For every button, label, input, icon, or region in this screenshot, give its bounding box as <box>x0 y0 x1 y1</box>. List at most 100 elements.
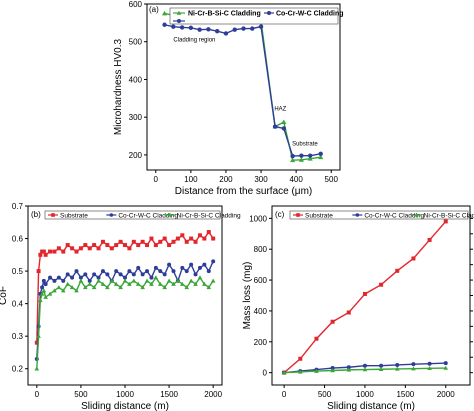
data-point <box>40 285 45 290</box>
legend-label: Ni-Cr-B-Si-C Cladding <box>177 212 241 219</box>
data-point <box>43 294 48 299</box>
data-point <box>171 239 176 244</box>
data-point <box>281 119 287 124</box>
x-axis-title: Sliding distance (m) <box>327 401 415 411</box>
data-point <box>443 365 449 370</box>
data-point <box>427 237 432 242</box>
x-tick-label: 500 <box>318 390 332 399</box>
data-point <box>87 281 93 286</box>
data-point <box>36 269 41 274</box>
data-point <box>211 259 216 264</box>
x-tick-label: 2000 <box>437 390 455 399</box>
data-point <box>114 269 119 274</box>
data-point <box>180 233 185 238</box>
data-point <box>171 269 176 274</box>
y-tick-label: 200 <box>254 338 268 347</box>
data-point <box>162 22 167 27</box>
data-point <box>60 288 66 293</box>
data-point <box>162 272 167 277</box>
data-point <box>318 151 323 156</box>
data-point <box>122 278 128 283</box>
data-point <box>171 24 176 29</box>
data-point <box>314 368 319 373</box>
data-point <box>140 285 145 290</box>
y-tick-label: 600 <box>129 0 143 9</box>
data-point <box>34 366 40 371</box>
data-point <box>362 291 367 296</box>
data-point <box>281 370 287 375</box>
data-point <box>395 268 400 273</box>
data-point <box>140 239 145 244</box>
data-point <box>41 249 46 254</box>
data-point <box>123 243 127 248</box>
data-point <box>48 275 53 280</box>
data-point <box>100 281 106 286</box>
annotation-label: HAZ <box>274 106 286 112</box>
data-point <box>379 363 384 368</box>
legend: Substrate Co-Cr-W-C CladdingNi-Cr-B-Si-C … <box>44 210 241 220</box>
y-tick-label: 300 <box>129 113 143 122</box>
x-tick-label: 300 <box>254 175 268 184</box>
data-point <box>232 27 237 32</box>
data-point <box>127 246 132 251</box>
data-point <box>290 157 296 163</box>
x-tick-label: 1000 <box>356 390 374 399</box>
data-point <box>131 239 136 244</box>
data-point <box>162 236 167 241</box>
data-point <box>180 281 185 286</box>
data-point <box>52 288 57 293</box>
data-point <box>223 31 229 36</box>
data-point <box>118 285 123 290</box>
data-point <box>175 278 181 283</box>
data-point <box>41 288 47 293</box>
x-tick-label: 1000 <box>116 390 134 399</box>
data-point <box>113 281 119 286</box>
data-point <box>83 285 88 290</box>
data-point <box>346 365 351 370</box>
data-point <box>157 281 163 286</box>
legend-box <box>44 210 221 220</box>
data-point <box>443 219 448 224</box>
data-point <box>193 272 198 277</box>
data-point <box>136 243 141 248</box>
legend-marker <box>51 213 55 217</box>
chart-panel-b: 0 500 1000 1500 2000 0.2 0.3 0.4 0.5 0.6 0.7 Slidin… <box>0 202 241 411</box>
data-point <box>272 124 278 129</box>
data-point <box>65 243 70 248</box>
data-point <box>197 275 203 280</box>
data-point <box>314 336 319 341</box>
data-point <box>180 265 185 270</box>
x-tick-label: 200 <box>219 175 233 184</box>
data-point <box>123 275 127 280</box>
data-point <box>202 281 207 286</box>
data-point <box>83 272 88 277</box>
data-point <box>149 236 154 241</box>
plot-frame <box>27 205 223 386</box>
data-point <box>189 236 194 241</box>
data-point <box>105 243 110 248</box>
data-point <box>362 367 368 372</box>
data-point <box>38 252 43 257</box>
legend: Ni-Cr-B-Si-C Cladding Co-Cr-W-C Cladding <box>169 7 344 25</box>
series-ni-cr-b-si-c-cladding <box>281 365 449 375</box>
data-point <box>307 156 313 161</box>
data-point <box>61 278 66 283</box>
legend-marker <box>177 19 181 23</box>
x-tick-label: 0 <box>282 390 287 399</box>
data-point <box>193 239 198 244</box>
data-point <box>167 262 172 267</box>
data-point <box>411 366 416 371</box>
data-point <box>92 272 97 277</box>
data-point <box>330 368 335 373</box>
x-tick-label: 2000 <box>204 390 222 399</box>
data-point <box>65 272 70 277</box>
y-axis-title: CoF <box>0 286 9 305</box>
data-point <box>330 319 335 324</box>
data-point <box>206 27 211 32</box>
data-point <box>92 243 97 248</box>
data-point <box>69 285 75 290</box>
y-tick-label: 1000 <box>249 214 267 223</box>
data-point <box>281 126 287 131</box>
series-ni-cr-b-si-c-cladding <box>162 10 324 163</box>
